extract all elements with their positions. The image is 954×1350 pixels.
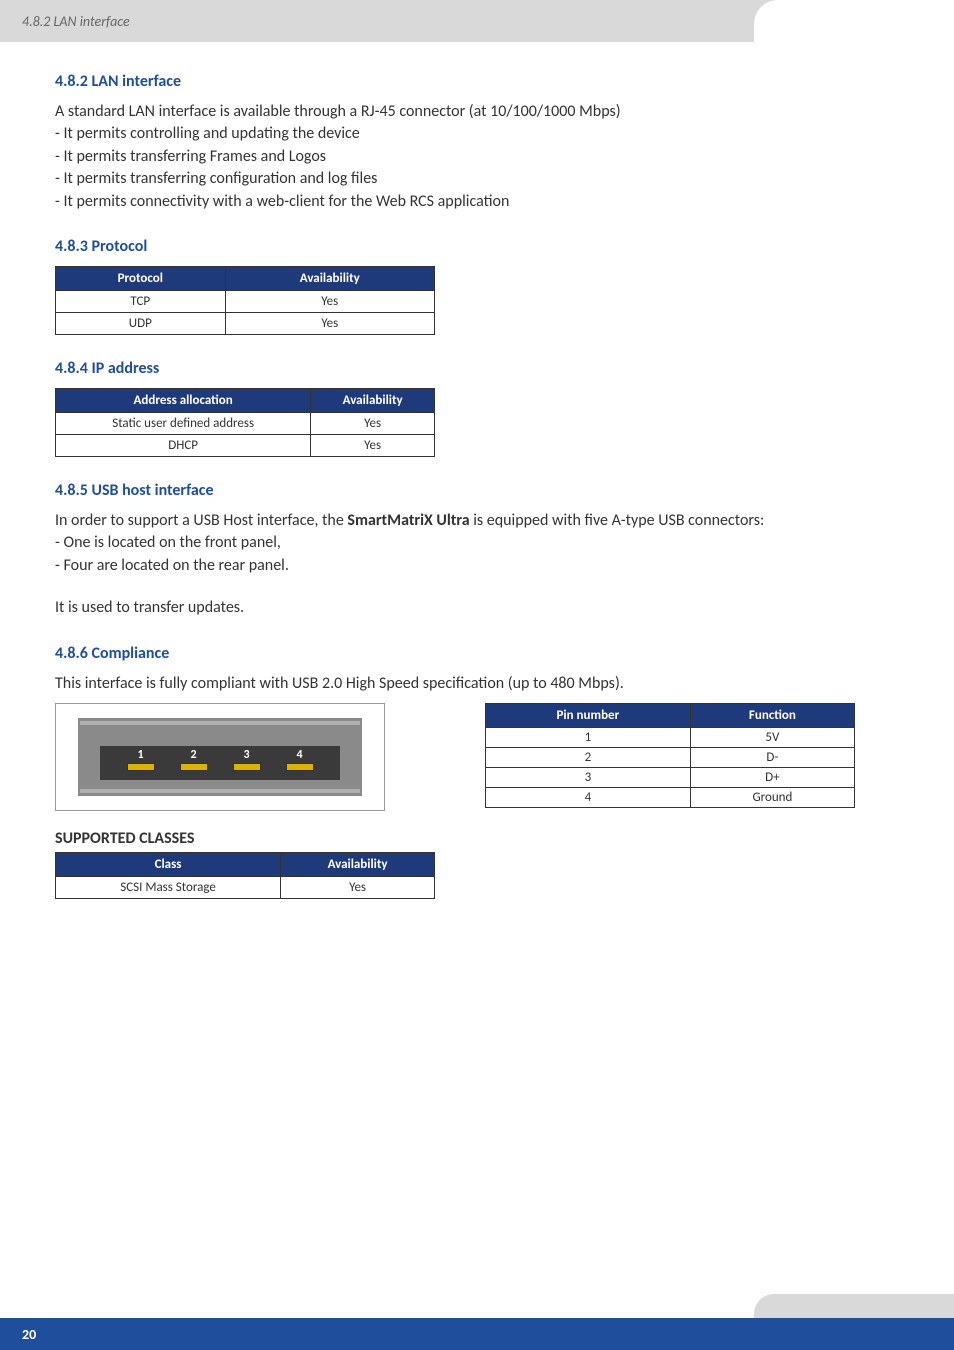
usb-shell-edge — [80, 721, 360, 725]
cell: 5V — [690, 727, 854, 747]
cell: Yes — [225, 312, 434, 334]
usb-pin: 2 — [180, 748, 208, 771]
cell: D- — [690, 747, 854, 767]
usb-note: It is used to transfer updates. — [55, 597, 899, 619]
heading-supported-classes: SUPPORTED CLASSES — [55, 829, 899, 848]
usb-pin: 4 — [286, 748, 314, 771]
col-pin-number: Pin number — [486, 703, 691, 727]
usb-bullet: - One is located on the front panel, — [55, 532, 899, 554]
heading-lan: 4.8.2 LAN interface — [55, 72, 899, 91]
col-protocol: Protocol — [56, 266, 226, 290]
cell: 3 — [486, 767, 691, 787]
table-row: 3D+ — [486, 767, 855, 787]
usb-intro-pre: In order to support a USB Host interface… — [55, 511, 347, 530]
usb-contact-icon — [233, 763, 261, 771]
header-corner-decoration — [754, 0, 954, 42]
lan-bullet: - It permits controlling and updating th… — [55, 123, 899, 145]
usb-shell: 1 2 3 4 — [78, 718, 362, 796]
table-row: 15V — [486, 727, 855, 747]
table-row: Static user defined address Yes — [56, 412, 435, 434]
table-row: TCP Yes — [56, 290, 435, 312]
cell: DHCP — [56, 434, 311, 456]
cell: Yes — [311, 412, 435, 434]
col-availability: Availability — [311, 388, 435, 412]
usb-pin-number: 4 — [286, 748, 314, 762]
cell: Static user defined address — [56, 412, 311, 434]
cell: Yes — [225, 290, 434, 312]
table-header-row: Protocol Availability — [56, 266, 435, 290]
heading-usb: 4.8.5 USB host interface — [55, 481, 899, 500]
usb-pin: 3 — [233, 748, 261, 771]
col-function: Function — [690, 703, 854, 727]
col-allocation: Address allocation — [56, 388, 311, 412]
pin-function-table: Pin number Function 15V 2D- 3D+ 4Ground — [485, 703, 855, 808]
breadcrumb: 4.8.2 LAN interface — [22, 13, 130, 30]
usb-insert: 1 2 3 4 — [100, 746, 340, 780]
usb-shell-edge — [80, 789, 360, 793]
lan-bullet: - It permits connectivity with a web-cli… — [55, 191, 899, 213]
usb-pin-number: 3 — [233, 748, 261, 762]
page-header: 4.8.2 LAN interface — [0, 0, 954, 42]
col-class: Class — [56, 852, 281, 876]
protocol-table: Protocol Availability TCP Yes UDP Yes — [55, 266, 435, 335]
table-header-row: Class Availability — [56, 852, 435, 876]
usb-contact-icon — [127, 763, 155, 771]
usb-intro: In order to support a USB Host interface… — [55, 510, 899, 532]
table-header-row: Address allocation Availability — [56, 388, 435, 412]
cell: Yes — [311, 434, 435, 456]
usb-contact-icon — [286, 763, 314, 771]
usb-pin-number: 1 — [127, 748, 155, 762]
col-availability: Availability — [225, 266, 434, 290]
cell: TCP — [56, 290, 226, 312]
table-row: DHCP Yes — [56, 434, 435, 456]
compliance-text: This interface is fully compliant with U… — [55, 673, 899, 695]
cell: UDP — [56, 312, 226, 334]
usb-bullet: - Four are located on the rear panel. — [55, 555, 899, 577]
cell: 1 — [486, 727, 691, 747]
page-number: 20 — [22, 1326, 36, 1343]
cell: D+ — [690, 767, 854, 787]
cell: Ground — [690, 787, 854, 807]
cell: SCSI Mass Storage — [56, 876, 281, 898]
heading-compliance: 4.8.6 Compliance — [55, 644, 899, 663]
usb-pin: 1 — [127, 748, 155, 771]
page-footer: 20 — [0, 1318, 954, 1350]
compliance-row: 1 2 3 4 Pin number Function 15V 2D- 3D+ … — [55, 703, 899, 811]
page-content: 4.8.2 LAN interface A standard LAN inter… — [0, 42, 954, 899]
cell: Yes — [281, 876, 435, 898]
table-row: 4Ground — [486, 787, 855, 807]
usb-intro-post: is equipped with five A-type USB connect… — [470, 511, 765, 530]
usb-intro-bold: SmartMatriX Ultra — [347, 511, 469, 530]
usb-contact-icon — [180, 763, 208, 771]
heading-ip: 4.8.4 IP address — [55, 359, 899, 378]
lan-bullet: - It permits transferring Frames and Log… — [55, 146, 899, 168]
col-availability: Availability — [281, 852, 435, 876]
classes-table: Class Availability SCSI Mass Storage Yes — [55, 852, 435, 899]
heading-protocol: 4.8.3 Protocol — [55, 237, 899, 256]
table-row: SCSI Mass Storage Yes — [56, 876, 435, 898]
usb-connector-diagram: 1 2 3 4 — [55, 703, 385, 811]
ip-table: Address allocation Availability Static u… — [55, 388, 435, 457]
table-header-row: Pin number Function — [486, 703, 855, 727]
lan-bullet: - It permits transferring configuration … — [55, 168, 899, 190]
footer-corner-decoration — [754, 1294, 954, 1318]
usb-pin-number: 2 — [180, 748, 208, 762]
table-row: 2D- — [486, 747, 855, 767]
cell: 2 — [486, 747, 691, 767]
lan-intro: A standard LAN interface is available th… — [55, 101, 899, 123]
cell: 4 — [486, 787, 691, 807]
table-row: UDP Yes — [56, 312, 435, 334]
